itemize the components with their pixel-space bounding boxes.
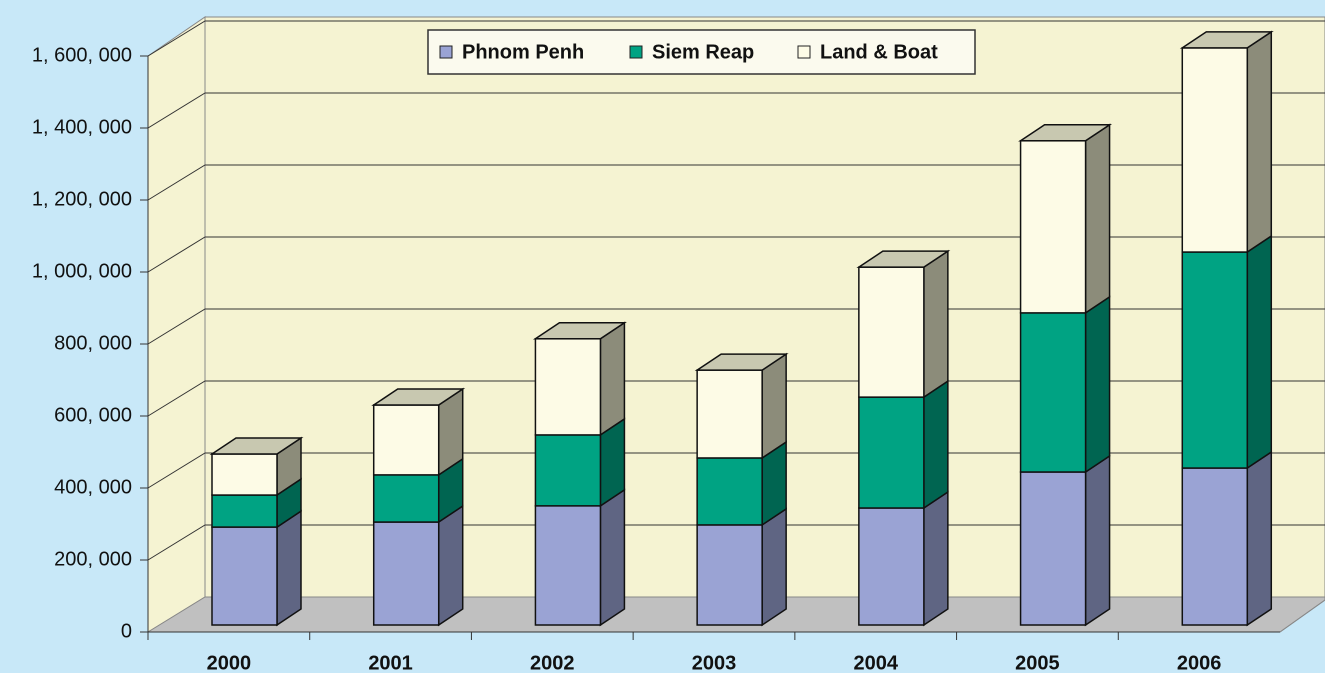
bar-side [1246, 234, 1273, 470]
bar [372, 404, 440, 476]
x-tick-label: 2003 [692, 652, 737, 673]
bar [858, 396, 925, 509]
bar [372, 521, 440, 626]
legend-label: Siem Reap [652, 41, 754, 63]
legend-label: Land & Boat [820, 41, 938, 63]
bar [1019, 140, 1087, 314]
legend [427, 29, 976, 75]
bar-side [923, 379, 949, 510]
bar-top [532, 322, 627, 340]
y-tick-label: 1, 000, 000 [32, 260, 132, 282]
bar-top [1018, 124, 1113, 142]
bar-side [923, 490, 949, 627]
bar-top [371, 388, 466, 406]
grid-line [147, 164, 1325, 201]
grid-line [147, 452, 1325, 489]
x-tick-label: 2002 [530, 652, 575, 673]
bar-top [856, 250, 951, 268]
y-tick-label: 1, 400, 000 [32, 116, 132, 138]
floor-edge [1279, 599, 1325, 633]
bar-side [599, 321, 626, 437]
bar [696, 457, 763, 526]
grid-line [147, 20, 1325, 57]
x-tick-label: 2000 [207, 652, 252, 673]
bar [211, 494, 278, 528]
bar [534, 434, 602, 507]
grid-line [147, 308, 1325, 345]
bar-top [209, 437, 304, 455]
bar-side [437, 504, 464, 627]
x-tick-label: 2006 [1177, 652, 1222, 673]
bar [211, 453, 278, 496]
bar-side [761, 507, 787, 627]
bar-side [1084, 454, 1111, 627]
bar [534, 505, 602, 626]
y-tick-label: 400, 000 [54, 476, 132, 498]
bar-top [1179, 31, 1274, 49]
bar [858, 266, 925, 398]
bar-side [276, 509, 302, 627]
y-tick-label: 1, 600, 000 [32, 44, 132, 66]
bar [696, 369, 763, 459]
bar-side [923, 249, 949, 399]
bar-side [761, 352, 787, 460]
legend-swatch [439, 45, 453, 59]
grid-line [147, 92, 1325, 129]
x-tick-label: 2004 [853, 652, 898, 673]
bar-side [1246, 30, 1273, 254]
x-tick-label: 2005 [1015, 652, 1060, 673]
bar [1019, 312, 1087, 473]
bar-side [1084, 295, 1111, 474]
bar [211, 526, 278, 626]
legend-swatch [797, 45, 811, 59]
grid-line [147, 236, 1325, 273]
bar-side [599, 488, 626, 627]
legend-swatch [629, 45, 643, 59]
bar [1181, 47, 1249, 253]
bar [858, 507, 925, 626]
legend-label: Phnom Penh [462, 41, 584, 63]
y-tick-label: 600, 000 [54, 404, 132, 426]
y-tick-label: 1, 200, 000 [32, 188, 132, 210]
bar-top [694, 353, 789, 371]
bar [1181, 251, 1249, 469]
grid-line [147, 380, 1325, 417]
bar-side [1246, 450, 1273, 627]
y-tick-label: 0 [121, 620, 132, 642]
bar-side [1084, 123, 1111, 315]
side-wall [147, 16, 206, 633]
grid-line [147, 524, 1325, 561]
y-tick-label: 800, 000 [54, 332, 132, 354]
x-tick-label: 2001 [368, 652, 413, 673]
bar [1181, 467, 1249, 626]
bar [534, 338, 602, 436]
y-tick-label: 200, 000 [54, 548, 132, 570]
bar [696, 524, 763, 626]
bar [1019, 471, 1087, 626]
bar [372, 474, 440, 523]
